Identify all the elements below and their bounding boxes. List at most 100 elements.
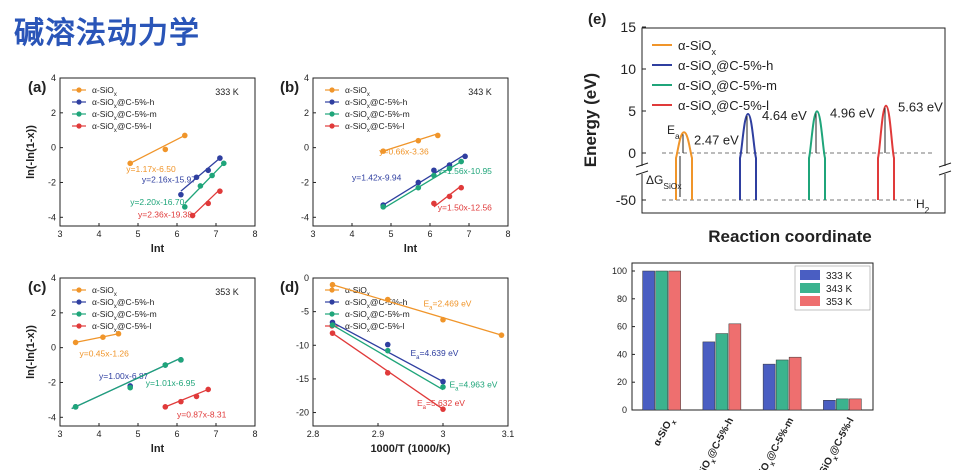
data-point — [205, 200, 211, 207]
x-tick-label: 5 — [388, 229, 393, 239]
barrier-value-label: 4.96 eV — [830, 105, 875, 120]
plot-frame — [312, 277, 509, 427]
page-title: 碱溶法动力学 — [14, 16, 200, 51]
legend-marker — [329, 287, 335, 293]
fit-equation: y=2.20x-16.70 — [130, 197, 184, 207]
data-point — [384, 370, 391, 376]
fit-line — [383, 133, 438, 152]
data-point — [415, 137, 422, 144]
y-tick-label: -4 — [301, 212, 309, 222]
x-tick-label: 2.9 — [372, 429, 385, 439]
legend-marker — [76, 111, 82, 117]
y-tick-label: -15 — [296, 374, 309, 384]
category-label: α-SiOx@C-5%-h — [691, 416, 738, 470]
data-point — [440, 378, 446, 385]
bar — [668, 270, 681, 411]
x-tick-label: 3 — [310, 229, 315, 239]
legend-entry: α-SiOx@C-5%-m — [92, 109, 157, 122]
bar — [655, 270, 668, 411]
fit-equation: y=0.87x-8.31 — [177, 409, 227, 419]
x-tick-label: 4 — [349, 229, 354, 239]
x-tick-label: 7 — [466, 229, 471, 239]
fit-equation: y=1.56x-10.95 — [438, 166, 492, 176]
legend-entry: 343 K — [826, 284, 852, 295]
data-point — [458, 184, 465, 191]
legend-swatch — [800, 270, 820, 280]
x-tick-label: 4 — [96, 229, 101, 239]
legend-swatch — [800, 296, 820, 306]
x-axis-label: Reaction coordinate — [708, 227, 871, 246]
x-tick-label: 6 — [174, 429, 179, 439]
bar — [762, 363, 776, 411]
fit-line — [75, 333, 119, 344]
legend-entry: α-SiOx — [345, 85, 370, 98]
y-axis-label: Energy (eV) — [581, 73, 600, 167]
ea-label: Ea — [667, 123, 680, 141]
data-point — [182, 204, 188, 210]
y-tick-label: 4 — [51, 73, 56, 83]
data-point — [384, 347, 391, 354]
y-tick-label: 2 — [51, 108, 56, 118]
data-point — [209, 172, 215, 179]
y-tick-label: -20 — [296, 408, 309, 418]
fit-equation: y=1.17x-6.50 — [126, 164, 176, 174]
data-point — [329, 281, 336, 288]
data-point — [115, 330, 122, 337]
temperature-label: 353 K — [215, 287, 239, 297]
legend-marker — [329, 311, 335, 317]
y-tick-label: 0 — [51, 143, 56, 153]
x-tick-label: 5 — [135, 229, 140, 239]
x-tick-label: 8 — [252, 429, 257, 439]
y-tick-label: 2 — [304, 108, 309, 118]
fit-line — [332, 324, 444, 391]
legend-marker — [329, 299, 335, 305]
data-point — [431, 167, 437, 174]
panel-label: (c) — [28, 279, 46, 296]
x-tick-label: 6 — [174, 229, 179, 239]
legend-entry: α-SiOx@C-5%-m — [345, 309, 410, 322]
y-tick-label: 100 — [612, 266, 627, 276]
data-point — [162, 146, 169, 153]
y-tick-label: 80 — [617, 294, 627, 304]
panel-label: (d) — [280, 279, 299, 296]
y-tick-label: 0 — [304, 143, 309, 153]
data-point — [205, 386, 211, 393]
bar-chart: 0 20 40 60 80 100 333 K 343 K 353 K — [612, 262, 874, 415]
data-point — [182, 132, 188, 139]
y-tick-label: 2 — [51, 308, 56, 318]
legend-marker — [76, 87, 82, 93]
y-tick-label: 4 — [304, 73, 309, 83]
data-point — [127, 384, 133, 391]
x-tick-label: 3 — [440, 429, 445, 439]
data-point — [127, 160, 133, 167]
data-point — [458, 158, 465, 165]
legend-marker — [76, 123, 82, 129]
fit-equation: Ea=2.469 eV — [424, 298, 472, 311]
category-label: α-SiOx@C-5%-l — [813, 416, 859, 470]
data-point — [440, 384, 446, 390]
data-point — [193, 393, 200, 400]
y-tick-label: 10 — [620, 61, 636, 77]
legend-entry: 353 K — [826, 297, 852, 308]
y-tick-label: 4 — [51, 273, 56, 283]
panel-label: (a) — [28, 79, 46, 96]
data-point — [380, 204, 387, 210]
y-axis-label: ln(-ln(1-x)) — [25, 325, 37, 379]
panel-label: (b) — [280, 79, 299, 96]
legend-entry: α-SiOx@C-5%-h — [92, 297, 155, 310]
y-tick-label: 60 — [617, 322, 627, 332]
legend-entry: α-SiOx@C-5%-l — [92, 121, 152, 134]
bar — [849, 398, 862, 411]
data-point — [189, 212, 196, 219]
data-point — [380, 148, 387, 154]
y-tick-label: -5 — [301, 307, 309, 317]
x-tick-label: 3 — [57, 429, 62, 439]
panel-d: 2.8 2.9 3 3.1 -20 -15 -10 -5 0 (d) 1000/T (1000/K)… — [280, 273, 514, 455]
legend-entry: α-SiOx@C-5%-h — [345, 97, 408, 110]
legend-entry: α-SiOx@C-5%-m — [678, 78, 777, 97]
bar — [642, 270, 655, 411]
fit-line — [71, 357, 182, 410]
plot-frame — [631, 262, 874, 411]
data-point — [217, 188, 223, 194]
